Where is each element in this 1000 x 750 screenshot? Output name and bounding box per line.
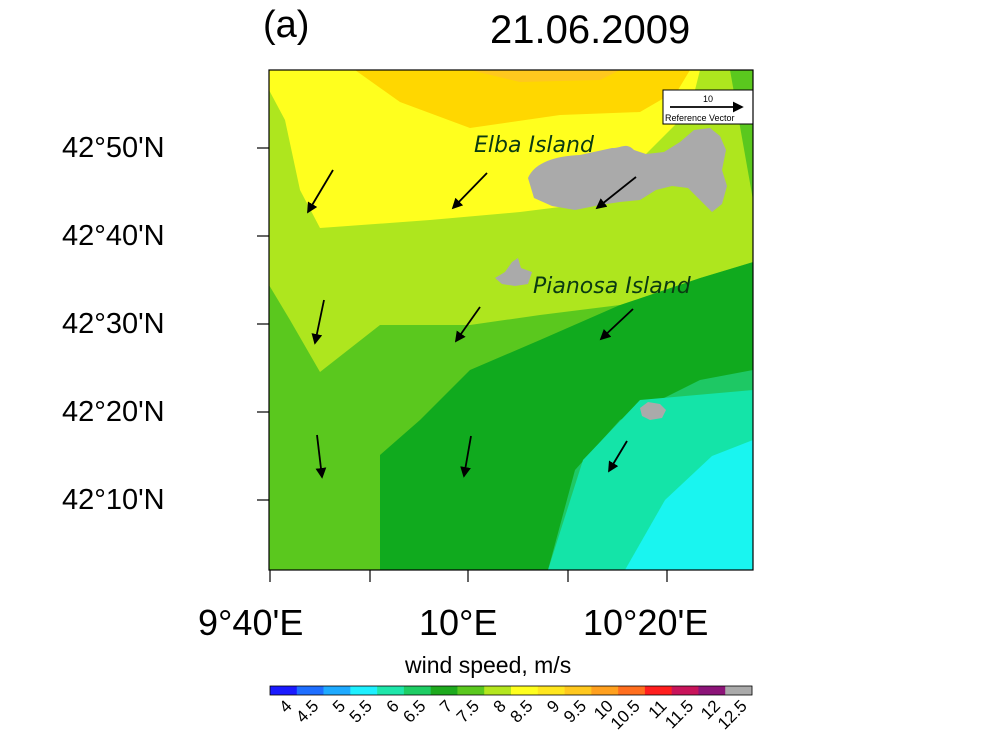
wind-vector [307,169,334,214]
colorbar-swatch [350,686,378,695]
colorbar-swatch [618,686,646,695]
colorbar [269,685,753,696]
colorbar-swatch [671,686,699,695]
lon-label-9-40: 9°40'E [198,602,304,643]
lon-ticks [269,570,668,582]
colorbar-swatch [698,686,726,695]
colorbar-swatch [564,686,592,695]
lat-label-42-50: 42°50'N [62,132,165,164]
pianosa-island-label: Pianosa Island [533,274,692,299]
colorbar-swatch [644,686,672,695]
colorbar-title: wind speed, m/s [405,652,572,678]
colorbar-swatch [296,686,324,695]
lon-label-10-20: 10°20'E [583,602,709,643]
colorbar-swatch [591,686,619,695]
contour-8-5 [355,70,690,128]
colorbar-swatch [511,686,539,695]
wind-vector [460,435,472,478]
colorbar-tick-label: 6.5 [399,696,429,726]
lat-ticks [257,147,269,501]
reference-vector-box: 10 Reference Vector [662,89,754,125]
colorbar-swatch [430,686,458,695]
contour-9-strip [470,70,620,82]
wind-vector [454,306,481,343]
colorbar-tick-label: 11.5 [661,696,697,732]
elba-island-shape [528,128,727,212]
lon-label-10: 10°E [419,602,498,643]
wind-vector [599,308,634,341]
lat-label-42-10: 42°10'N [62,484,165,516]
date-title: 21.06.2009 [490,8,691,52]
elba-island-label: Elba Island [474,133,595,158]
colorbar-tick-label: 10.5 [607,696,644,733]
colorbar-tick-label: 5.5 [346,696,376,726]
colorbar-tick-label: 12.5 [714,696,751,733]
colorbar-frame [269,685,753,696]
lat-label-42-40: 42°40'N [62,220,165,252]
colorbar-swatch [537,686,565,695]
colorbar-swatch [323,686,351,695]
colorbar-tick-label: 8.5 [506,696,536,726]
colorbar-swatch [484,686,512,695]
wind-vector [608,440,628,473]
contour-5 [625,440,753,570]
colorbar-swatch [270,686,298,695]
colorbar-tick-label: 9.5 [560,696,590,726]
reference-vector-label: Reference Vector [665,113,735,123]
wind-vector [451,172,488,210]
wind-vector [595,176,637,210]
colorbar-tick-label: 7.5 [453,696,483,726]
wind-vector [315,434,327,479]
plot-frame [268,69,754,571]
colorbar-swatch [725,686,753,695]
colorbar-swatch [377,686,405,695]
reference-vector-value: 10 [703,94,713,104]
wind-vector [311,299,325,345]
colorbar-swatch [457,686,485,695]
pianosa-island-shape [495,258,532,286]
lat-label-42-30: 42°30'N [62,308,165,340]
montecristo-island-shape [640,402,666,420]
lat-label-42-20: 42°20'N [62,396,165,428]
colorbar-tick-label: 4.5 [292,696,322,726]
colorbar-swatch [403,686,431,695]
panel-label: (a) [263,4,310,46]
wind-vectors [307,169,637,479]
